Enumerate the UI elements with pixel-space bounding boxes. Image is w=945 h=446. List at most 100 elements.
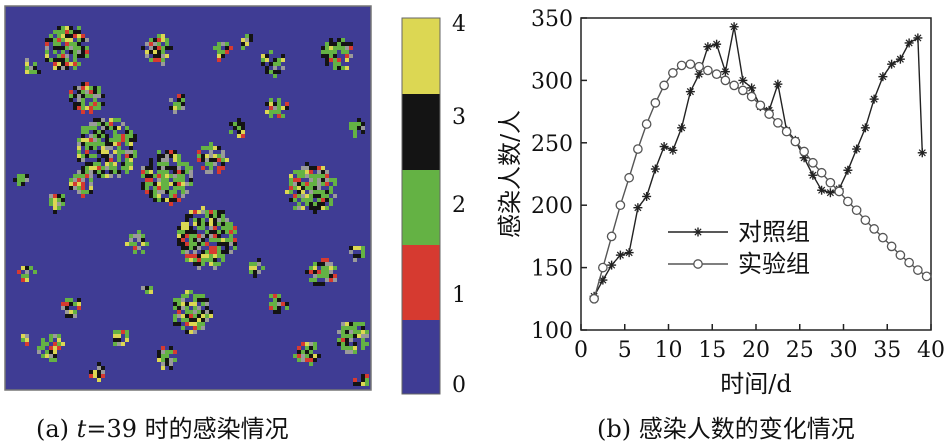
map-cell-1603 (29, 266, 33, 270)
map-cell-1924 (349, 322, 353, 326)
map-cell-70 (69, 42, 73, 46)
map-cell-1819 (185, 314, 189, 318)
map-cell-2108 (353, 130, 357, 134)
map-cell-1623 (325, 270, 329, 274)
map-cell-375 (85, 106, 89, 110)
map-cell-62 (85, 38, 89, 42)
point-experiment-36 (904, 257, 914, 268)
map-cell-1525 (221, 214, 225, 218)
map-cell-1237 (333, 182, 337, 186)
map-cell-701 (109, 162, 113, 166)
map-cell-2177 (357, 254, 361, 258)
point-control-10 (677, 123, 687, 133)
map-cell-1510 (225, 242, 229, 246)
map-cell-711 (125, 130, 129, 134)
map-cell-1492 (181, 222, 185, 226)
map-cell-147 (81, 34, 85, 38)
map-cell-370 (93, 98, 97, 102)
map-cell-1807 (197, 326, 201, 330)
map-cell-780 (73, 182, 77, 186)
point-control-15 (720, 67, 730, 77)
map-cell-1682 (73, 314, 77, 318)
map-cell-1570 (53, 198, 57, 202)
map-cell-2051 (301, 358, 305, 362)
map-cell-338 (349, 46, 353, 50)
map-cell-1474 (205, 230, 209, 234)
map-cell-2226 (97, 378, 101, 382)
map-cell-1245 (301, 170, 305, 174)
map-cell-2000 (125, 338, 129, 342)
point-experiment-6 (641, 119, 652, 129)
map-cell-107 (45, 38, 49, 42)
map-cell-1157 (309, 182, 313, 186)
map-cell-272 (277, 58, 281, 62)
map-cell-1821 (193, 326, 197, 330)
map-cell-429 (73, 94, 77, 98)
map-cell-1830 (277, 310, 281, 314)
map-cell-628 (125, 142, 129, 146)
map-cell-1920 (337, 338, 341, 342)
map-cell-1841 (273, 302, 277, 306)
map-cell-963 (157, 186, 161, 190)
map-cell-2184 (353, 246, 357, 250)
map-cell-1147 (317, 166, 321, 170)
map-cell-184 (157, 46, 161, 50)
map-cell-1191 (297, 202, 301, 206)
map-cell-1385 (205, 242, 209, 246)
map-cell-472 (273, 106, 277, 110)
map-cell-2091 (241, 130, 245, 134)
map-cell-1973 (41, 338, 45, 342)
map-cell-1531 (209, 214, 213, 218)
map-cell-1596 (21, 278, 25, 282)
map-cell-2247 (241, 46, 245, 50)
map-cell-1637 (329, 262, 333, 266)
map-cell-125 (65, 66, 69, 70)
map-cell-141 (73, 54, 77, 58)
map-cell-1954 (53, 334, 57, 338)
map-cell-1545 (137, 230, 141, 234)
map-cell-1964 (53, 354, 57, 358)
map-cell-2210 (101, 366, 105, 370)
map-cell-1939 (45, 342, 49, 346)
map-cell-1793 (177, 322, 181, 326)
map-cell-302 (341, 66, 345, 70)
map-cell-1195 (321, 178, 325, 182)
map-cell-966 (177, 174, 181, 178)
map-cell-662 (125, 162, 129, 166)
point-experiment-30 (851, 205, 862, 216)
map-cell-2188 (257, 270, 261, 274)
map-cell-1767 (197, 310, 201, 314)
map-cell-728 (105, 142, 109, 146)
map-cell-1507 (221, 210, 225, 214)
map-cell-999 (173, 178, 177, 182)
map-cell-246 (273, 74, 277, 78)
map-cell-2030 (161, 350, 165, 354)
point-control-9 (668, 145, 678, 155)
map-cell-924 (169, 182, 173, 186)
map-cell-1929 (349, 350, 353, 354)
map-cell-1530 (213, 258, 217, 262)
map-cell-1249 (317, 174, 321, 178)
point-experiment-10 (676, 60, 687, 71)
map-cell-698 (105, 122, 109, 126)
map-cell-873 (165, 198, 169, 202)
point-control-27 (825, 188, 835, 198)
map-cell-283 (349, 42, 353, 46)
map-cell-1076 (285, 190, 289, 194)
map-cell-1317 (185, 214, 189, 218)
map-cell-1497 (193, 242, 197, 246)
map-cell-1970 (53, 342, 57, 346)
map-cell-188 (149, 38, 153, 42)
map-cell-1755 (189, 310, 193, 314)
map-cell-279 (273, 66, 277, 70)
map-cell-641 (105, 138, 109, 142)
map-cell-2269 (25, 334, 29, 338)
map-cell-2249 (245, 38, 249, 42)
map-cell-1356 (209, 234, 213, 238)
point-control-35 (895, 54, 905, 64)
map-cell-1210 (305, 182, 309, 186)
map-cell-16 (53, 46, 57, 50)
caption-a: (a) t=39 时的感染情况 (36, 415, 289, 443)
map-cell-1789 (181, 318, 185, 322)
map-cell-2099 (357, 118, 361, 122)
